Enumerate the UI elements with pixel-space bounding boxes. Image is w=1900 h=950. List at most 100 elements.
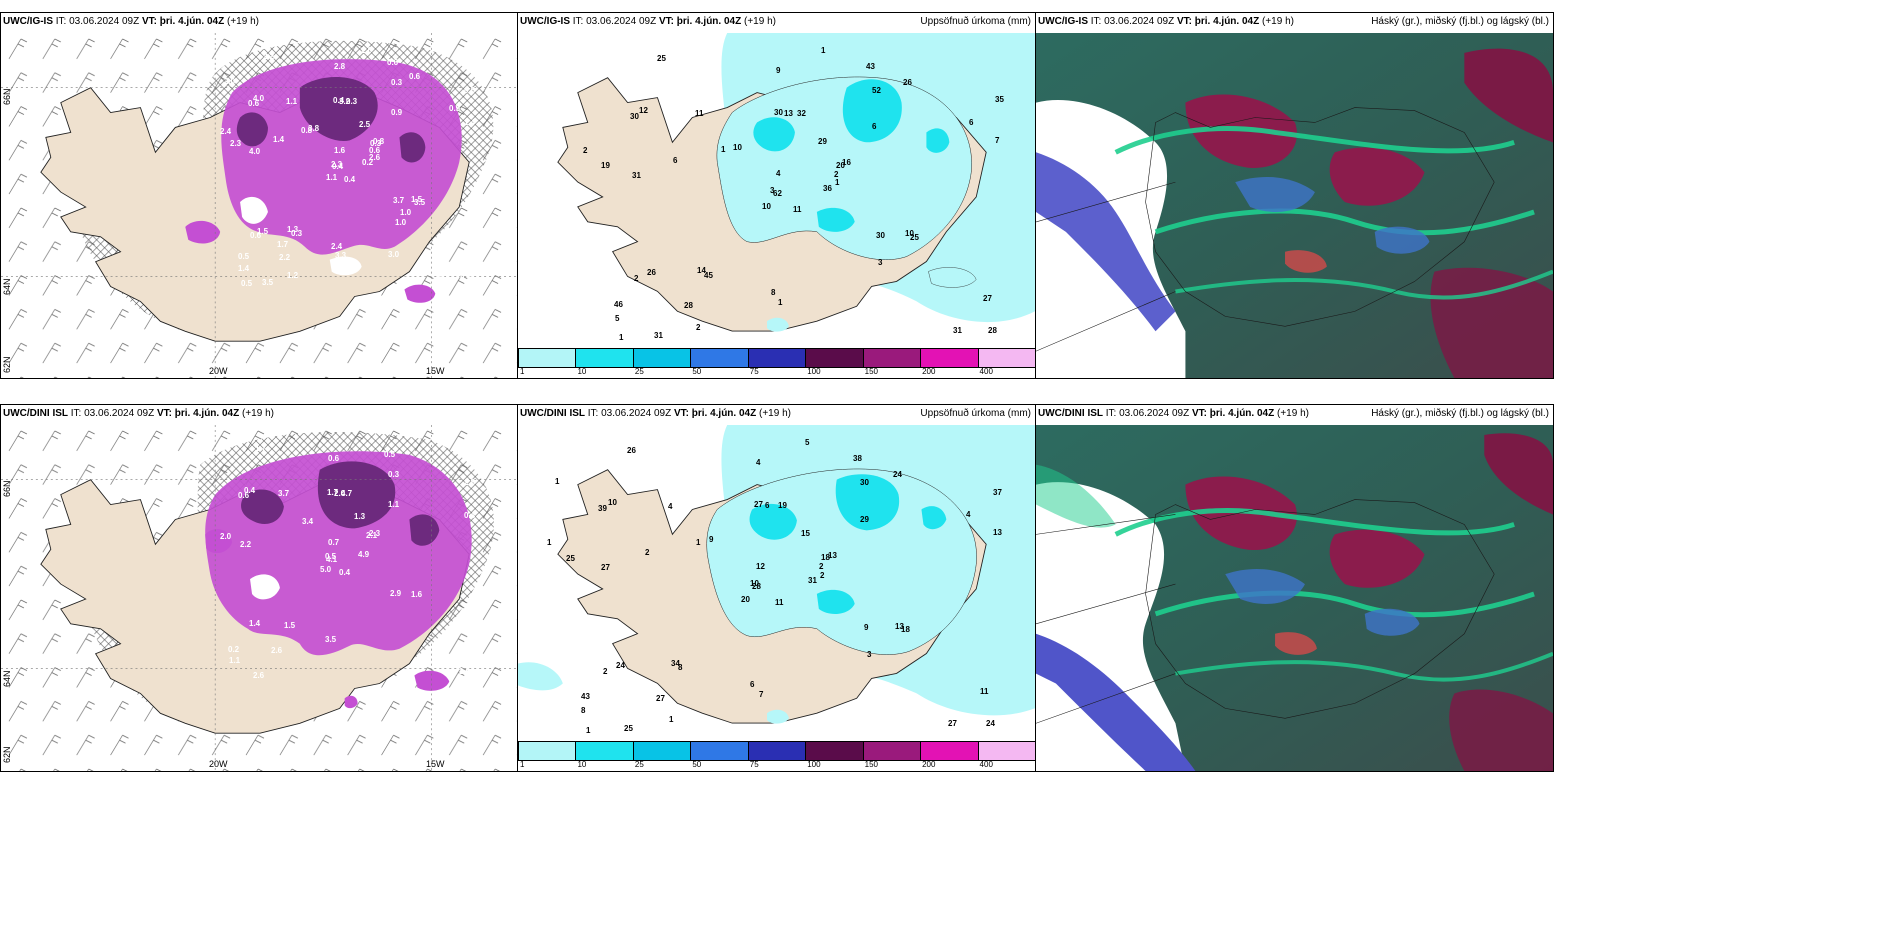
map-value-label: 8 [678,663,683,672]
map-area[interactable] [518,33,1035,348]
scale-swatch [690,742,748,760]
map-value-label: 0.3 [370,139,382,148]
map-area[interactable] [1036,425,1553,771]
map-area[interactable] [1036,33,1553,378]
map-value-label: 4.9 [358,550,370,559]
map-area[interactable] [1,33,517,378]
map-area[interactable] [518,425,1035,741]
scale-swatch [920,349,978,367]
map-value-label: 2.3 [230,139,242,148]
map-value-label: 9 [864,623,869,632]
scale-tick-label: 25 [634,760,644,769]
panel-wind-precip-dini: UWC/DINI ISL IT: 03.06.2024 09Z VT: þri.… [0,404,518,772]
map-value-label: 3 [878,258,883,267]
map-value-label: 1.6 [334,146,346,155]
lon-label-15w: 15W [426,366,445,376]
scale-tick-label: 400 [979,367,993,376]
map-value-label: 5 [805,438,810,447]
map-value-label: 0.5 [464,86,476,95]
map-value-label: 31 [808,576,817,585]
map-value-label: 1 [721,145,726,154]
map-value-label: 2.0 [361,46,373,55]
map-value-label: 0.4 [332,162,344,171]
map-value-label: 19 [601,161,610,170]
map-value-label: 0.6 [369,146,381,155]
map-value-label: 2 [583,146,588,155]
map-value-label: 1.0 [395,218,407,227]
map-value-label: 2.2 [240,540,252,549]
map-value-label: 2.0 [334,489,346,498]
map-value-label: 1 [696,538,701,547]
map-value-label: 13 [993,528,1002,537]
map-value-label: 2.3 [369,529,381,538]
map-value-label: 5.0 [320,565,332,574]
map-value-label: 1 [778,298,783,307]
map-value-label: 2.0 [224,77,236,86]
map-area[interactable] [1,425,517,771]
map-value-label: 28 [684,301,693,310]
map-value-label: 6 [872,122,877,131]
map-value-label: 0.6 [250,231,262,240]
map-value-label: 27 [754,500,763,509]
map-value-label: 3 [770,186,775,195]
map-value-label: 9 [776,66,781,75]
map-value-label: 29 [818,137,827,146]
map-value-label: 0.2 [228,645,240,654]
map-value-label: 2.2 [279,253,291,262]
scale-bar [518,348,1035,368]
map-value-label: 25 [566,554,575,563]
panel-title: Háský (gr.), miðský (fj.bl.) og lágský (… [1371,408,1549,419]
map-value-label: 2.4 [331,242,343,251]
panel-accum-precip-dini: UWC/DINI ISL IT: 03.06.2024 09Z VT: þri.… [517,404,1036,772]
scale-swatch [862,742,921,760]
map-value-label: 26 [903,78,912,87]
map-value-label: 28 [752,582,761,591]
map-value-label: 0.6 [409,72,421,81]
map-value-label: 3.7 [278,489,290,498]
map-value-label: 1.5 [284,621,296,630]
scale-tick-label: 200 [922,760,936,769]
map-value-label: 14 [697,266,706,275]
map-value-label: 1.1 [286,97,298,106]
map-value-label: 32 [797,109,806,118]
map-value-label: 2 [819,562,824,571]
lat-label-66n: 66N [2,480,12,497]
panel-title: Uppsöfnuð úrkoma (mm) [920,16,1031,27]
map-value-label: 6 [969,118,974,127]
map-value-label: 10 [762,202,771,211]
map-value-label: 0.6 [328,454,340,463]
precip-color-scale: 1 10 25 50 75 100 150 200 400 [518,348,1035,378]
map-value-label: 13 [828,551,837,560]
scale-tick-label: 10 [577,760,587,769]
map-value-label: 1.2 [287,271,299,280]
scale-tick-label: 75 [749,760,759,769]
map-value-label: 15 [801,529,810,538]
map-value-label: 1 [547,538,552,547]
lat-label-62n: 62N [2,746,12,763]
scale-swatch [977,349,1035,367]
map-value-label: 0.7 [328,538,340,547]
map-value-label: 7 [759,690,764,699]
map-value-label: 0.5 [449,104,461,113]
map-value-label: 1.4 [464,118,476,127]
panel-clouds-dini: UWC/DINI ISL IT: 03.06.2024 09Z VT: þri.… [1035,404,1554,772]
map-value-label: 1.7 [255,444,267,453]
lon-label-20w: 20W [209,366,228,376]
map-value-label: 2.4 [220,127,232,136]
map-value-label: 0.6 [248,99,260,108]
map-value-label: 10 [750,579,759,588]
map-value-label: 19 [778,501,787,510]
map-value-label: 0.4 [344,175,356,184]
map-value-label: 4 [966,510,971,519]
map-value-label: 2.8 [334,62,346,71]
map-value-label: 8 [581,706,586,715]
map-value-label: 3 [867,650,872,659]
precip-color-scale: 1 10 25 50 75 100 150 200 400 [518,741,1035,771]
map-value-label: 2 [634,274,639,283]
map-value-label: 43 [866,62,875,71]
scale-tick-label: 100 [807,367,821,376]
scale-tick-label: 50 [692,760,702,769]
map-value-label: 4 [756,458,761,467]
map-value-label: 36 [823,184,832,193]
map-value-label: 0.5 [325,552,337,561]
